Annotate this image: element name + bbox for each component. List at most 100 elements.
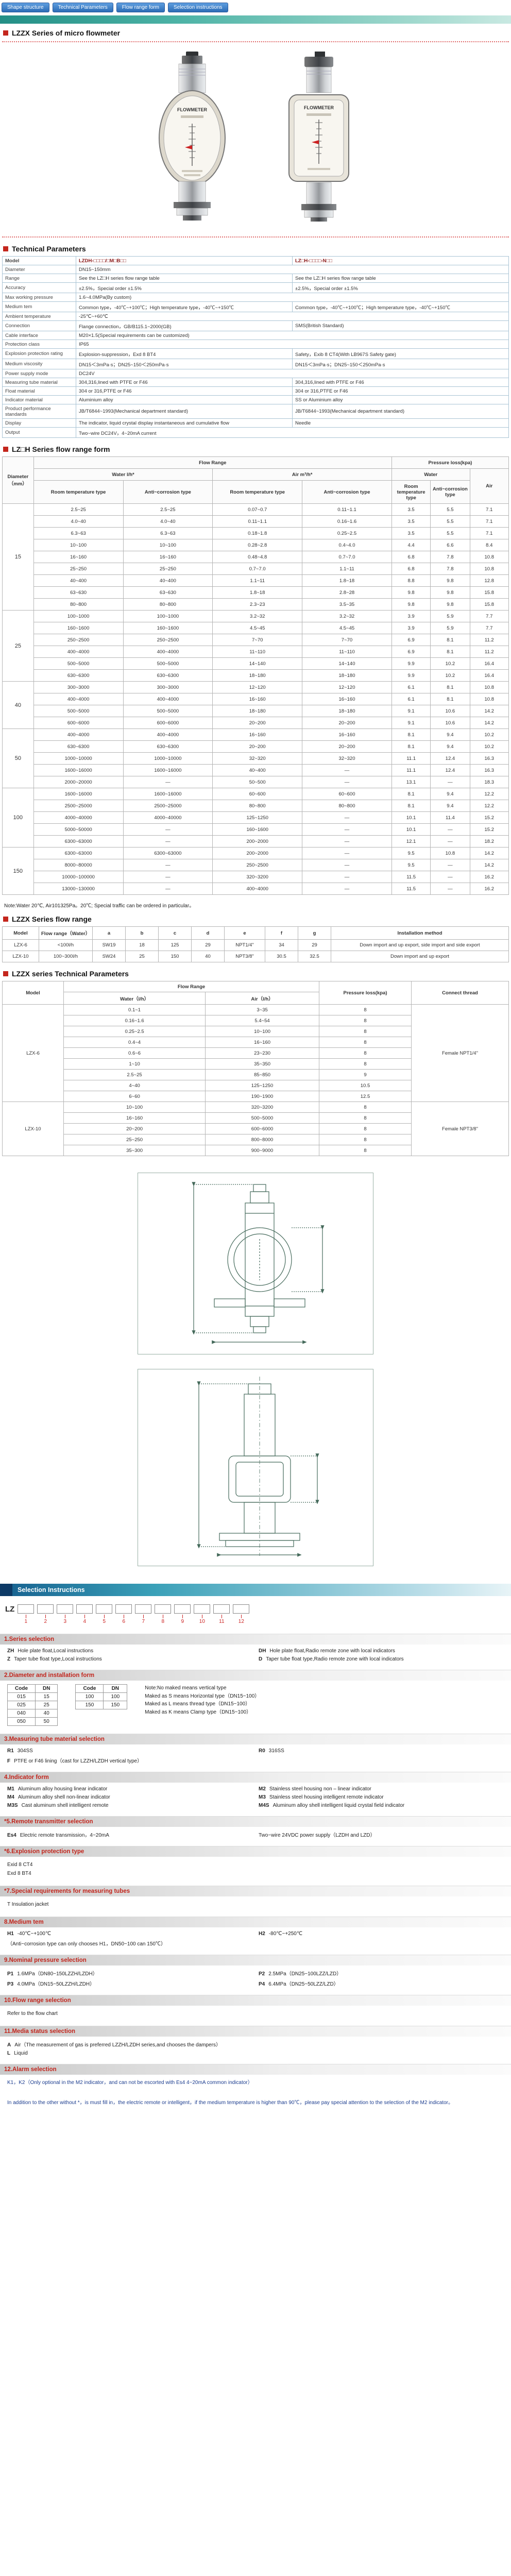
flow-cell: 15.8 xyxy=(469,598,509,611)
cell: 10.5 xyxy=(319,1080,412,1091)
flow-cell: 5.5 xyxy=(430,503,470,516)
table-row: Cable interface M20×1.5(Special requireme… xyxy=(2,331,509,340)
flow-row: 500~5000 500~5000 18~180 18~180 9.1 10.6 14.2 xyxy=(3,705,509,717)
flow-cell: 7.1 xyxy=(469,527,509,539)
position-number: 10 xyxy=(199,1619,205,1624)
flow-cell: 6.8 xyxy=(391,551,431,563)
flow-cell: 0.48~4.8 xyxy=(212,551,303,563)
thread-cell: Female NPT3/8" xyxy=(411,1101,509,1156)
selection-instructions-title: Selection Instructions xyxy=(18,1586,85,1594)
cell: 23~230 xyxy=(205,1047,319,1059)
table-row: Water l/h* Air m³/h* Water Air xyxy=(3,468,509,504)
col-header-pressure-loss: Pressure loss(kpa) xyxy=(391,456,509,469)
flow-cell: 2.3~23 xyxy=(212,598,303,611)
tab-selection-instructions[interactable]: Selection instructions xyxy=(168,3,228,12)
flow-cell: 12~120 xyxy=(302,681,392,693)
product-photo-left: FLOWMETER xyxy=(141,52,244,225)
tab-technical-parameters[interactable]: Technical Parameters xyxy=(52,3,113,12)
flow-cell: 3.2~32 xyxy=(302,610,392,622)
flow-cell: 8.1 xyxy=(430,634,470,646)
flow-row: 40~400 40~400 1.1~11 1.8~18 8.8 9.8 12.8 xyxy=(3,574,509,587)
position-number: 9 xyxy=(181,1619,184,1624)
param-value: DC24V xyxy=(76,369,509,378)
table-row: Water（l/h） Air（l/h） xyxy=(3,992,509,1005)
selection-option: M1 Aluminum alloy housing linear indicato… xyxy=(7,1786,252,1792)
position-number: 6 xyxy=(122,1619,126,1624)
cell: 100 xyxy=(75,1692,104,1701)
table-row: Model Flow Range Pressure loss(kpa) Conn… xyxy=(2,981,509,1005)
selection-section: *5.Remote transmitter selection Es4 Electr… xyxy=(0,1816,511,1842)
table-row: 100 100 xyxy=(75,1692,128,1701)
param-value: DN15~150mm xyxy=(76,265,509,274)
flow-cell: 20~200 xyxy=(212,717,303,729)
selection-heading: 1.Series selection xyxy=(0,1634,511,1645)
flow-row: 600~6000 600~6000 20~200 20~200 9.1 10.6 14.2 xyxy=(3,717,509,729)
flow-cell: 16~160 xyxy=(33,551,124,563)
gauge-subtitle-bar xyxy=(181,115,203,118)
flow-cell: 16~160 xyxy=(212,728,303,741)
selection-section: 11.Media status selection A Air（The measur… xyxy=(0,2026,511,2060)
selection-body: R1 304SS R0 316SS F PTFE or F46 lining（cast f… xyxy=(0,1744,511,1768)
flow-cell: 10.6 xyxy=(430,717,470,729)
flow-cell: 13000~130000 xyxy=(33,883,124,895)
param-value-left: See the LZ□H series flow range table xyxy=(76,274,293,283)
tab-shape-structure[interactable]: Shape structure xyxy=(2,3,49,12)
flow-cell: 630~6300 xyxy=(123,669,213,682)
flow-cell: 160~1600 xyxy=(33,622,124,634)
flow-form-title-bar: LZ□H Series flow range form xyxy=(0,440,511,456)
diameter-cell: 150 xyxy=(2,847,34,895)
position-number: 7 xyxy=(142,1619,145,1624)
col-header-flow-range: Flow Range xyxy=(63,981,319,992)
selection-option: M3 Stainless steel housing intelligent re… xyxy=(259,1794,504,1800)
flow-cell: 1600~16000 xyxy=(33,764,124,776)
table-row: Display The indicator, liquid crystal dis… xyxy=(2,418,509,428)
flow-cell: 400~4000 xyxy=(33,693,124,705)
cell: 0.6~6 xyxy=(63,1047,206,1059)
flow-cell: 16.4 xyxy=(469,669,509,682)
model-header-right: LZ□H-□□□□-N□□ xyxy=(292,256,509,265)
flow-cell: 500~5000 xyxy=(33,657,124,670)
flow-cell: 32~320 xyxy=(302,752,392,765)
tab-flow-range-form[interactable]: Flow range form xyxy=(116,3,165,12)
param-value: IP65 xyxy=(76,340,509,349)
col-header-anti-type: Anti~corrosion type xyxy=(123,480,213,504)
cell: 8 xyxy=(319,1015,412,1026)
banner-square-icon xyxy=(0,1584,12,1596)
selection-option: Two~wire 24VDC power supply（LZDH and LZD… xyxy=(259,1831,504,1838)
param-label: Model xyxy=(2,256,76,265)
cell: SW19 xyxy=(92,939,126,951)
flow-cell: 9.9 xyxy=(391,669,431,682)
col-header: Code xyxy=(75,1684,104,1693)
flow-cell: 0.18~1.8 xyxy=(212,527,303,539)
bottom-footnote: In addition to the other without *，is mu… xyxy=(7,2100,454,2106)
selection-body: A Air（The measurement of gas is preferred… xyxy=(0,2037,511,2060)
flow-cell: — xyxy=(430,823,470,836)
technical-drawings xyxy=(0,1158,511,1584)
page-title-bar: LZZX Series of micro flowmeter xyxy=(0,24,511,40)
position-number: 1 xyxy=(24,1619,28,1624)
flow-cell: 15.2 xyxy=(469,823,509,836)
code-dn-table: Code DN 100 100 150 150 xyxy=(75,1684,128,1709)
flow-cell: 9.5 xyxy=(391,847,431,859)
flow-row: 6300~63000—200~2000—12.1—18.2 xyxy=(3,835,509,848)
table-row: Power supply mode DC24V xyxy=(2,369,509,378)
col-header: Model xyxy=(2,926,39,940)
flow-cell: 250~2500 xyxy=(212,859,303,871)
red-square-bullet-icon xyxy=(3,971,8,976)
flow-cell: 9.4 xyxy=(430,740,470,753)
selection-heading: 9.Nominal pressure selection xyxy=(0,1955,511,1965)
flow-cell: 18~180 xyxy=(212,705,303,717)
param-label: Range xyxy=(2,274,76,283)
cell: 100~300l/h xyxy=(39,951,93,962)
cell: 15 xyxy=(35,1692,58,1701)
table-row: 0.16~1.6 5.4~54 8 xyxy=(3,1015,509,1026)
flow-cell: 9.4 xyxy=(430,728,470,741)
flow-cell: 8.1 xyxy=(391,800,431,812)
flow-cell: 630~6300 xyxy=(33,669,124,682)
option-code: P2 xyxy=(259,1971,265,1977)
model-code-position: 5 xyxy=(96,1604,113,1624)
flow-cell: 63~630 xyxy=(123,586,213,599)
selection-option: R1 304SS xyxy=(7,1748,252,1754)
flow-cell: 6.9 xyxy=(391,634,431,646)
flow-cell: 400~4000 xyxy=(33,728,124,741)
